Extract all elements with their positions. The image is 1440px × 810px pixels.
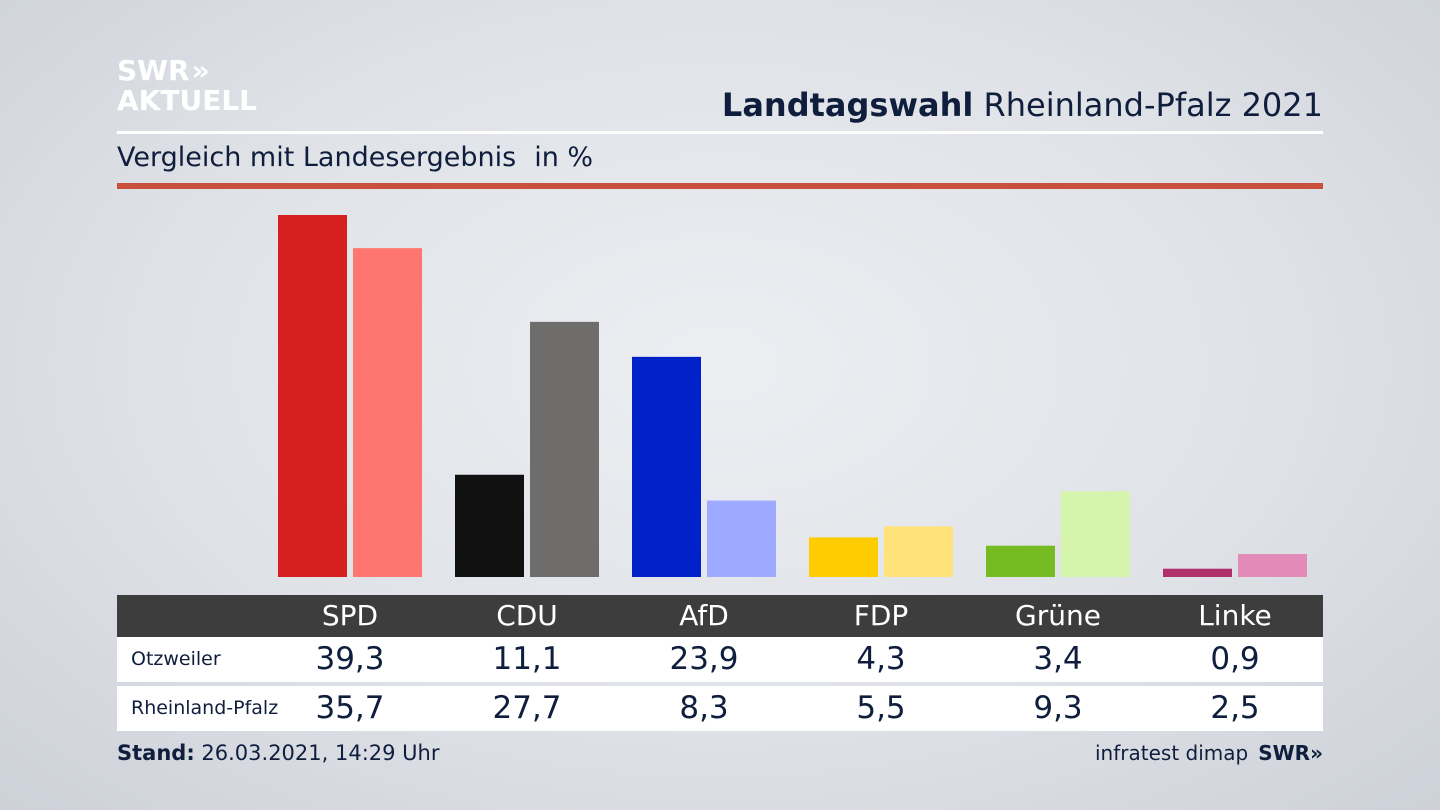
subtitle-unit: in % xyxy=(534,142,594,173)
bar-linke-otzweiler xyxy=(1163,568,1232,577)
row-label: Otzweiler xyxy=(131,648,221,670)
bar-cdu-rheinland-pfalz xyxy=(530,321,599,577)
stand-value: 26.03.2021, 14:29 Uhr xyxy=(194,741,440,765)
table-cell: 23,9 xyxy=(669,641,739,677)
bar-chart xyxy=(278,215,1307,577)
subtitle-text: Vergleich mit Landesergebnis xyxy=(117,142,517,173)
table-row-otzweiler: Otzweiler 39,3 11,1 23,9 4,3 3,4 0,9 xyxy=(117,637,1323,682)
bar-spd-rheinland-pfalz xyxy=(353,248,422,577)
header-divider xyxy=(117,131,1323,134)
table-cell: 8,3 xyxy=(679,690,729,726)
title-rest: Rheinland-Pfalz 2021 xyxy=(973,86,1323,124)
column-header-grne: Grüne xyxy=(1015,599,1101,632)
table-cell: 5,5 xyxy=(856,690,906,726)
bar-spd-otzweiler xyxy=(278,215,347,577)
bar-afd-rheinland-pfalz xyxy=(707,500,776,577)
table-header: SPD CDU AfD FDP Grüne Linke xyxy=(117,595,1323,637)
timestamp: Stand: 26.03.2021, 14:29 Uhr xyxy=(117,741,440,765)
source-text: infratest dimap xyxy=(1095,741,1249,765)
column-header-linke: Linke xyxy=(1198,599,1272,632)
bar-afd-otzweiler xyxy=(632,356,701,577)
chart-subtitle: Vergleich mit Landesergebnis in % xyxy=(117,142,593,173)
table-row-rheinland-pfalz: Rheinland-Pfalz 35,7 27,7 8,3 5,5 9,3 2,5 xyxy=(117,686,1323,731)
table-cell: 39,3 xyxy=(315,641,385,677)
table-cell: 2,5 xyxy=(1210,690,1260,726)
title-bold: Landtagswahl xyxy=(721,86,974,124)
source-credit: infratest dimap SWR» xyxy=(1095,741,1323,765)
column-header-fdp: FDP xyxy=(853,599,909,632)
bar-grne-otzweiler xyxy=(986,545,1055,577)
table-cell: 27,7 xyxy=(492,690,562,726)
table-cell: 9,3 xyxy=(1033,690,1083,726)
logo-swr: SWR xyxy=(117,54,190,87)
row-label: Rheinland-Pfalz xyxy=(131,697,279,719)
bar-fdp-rheinland-pfalz xyxy=(884,526,953,577)
table-cell: 3,4 xyxy=(1033,641,1083,677)
table-cell: 11,1 xyxy=(492,641,562,677)
column-header-cdu: CDU xyxy=(496,599,558,632)
column-header-afd: AfD xyxy=(679,599,729,632)
column-header-spd: SPD xyxy=(321,599,379,632)
table-cell: 0,9 xyxy=(1210,641,1260,677)
bar-fdp-otzweiler xyxy=(809,537,878,577)
swr-brand: SWR» xyxy=(1258,741,1323,765)
stand-label: Stand: xyxy=(117,741,195,765)
bar-grne-rheinland-pfalz xyxy=(1061,491,1130,577)
table-cell: 4,3 xyxy=(856,641,906,677)
page-title: Landtagswahl Rheinland-Pfalz 2021 xyxy=(722,86,1323,124)
accent-rule xyxy=(117,183,1323,189)
bar-cdu-otzweiler xyxy=(455,474,524,577)
logo-arrows-icon: » xyxy=(191,54,210,87)
swr-aktuell-logo: SWR» AKTUELL xyxy=(117,56,257,116)
logo-aktuell: AKTUELL xyxy=(117,84,258,117)
bar-linke-rheinland-pfalz xyxy=(1238,553,1307,577)
table-cell: 35,7 xyxy=(315,690,385,726)
